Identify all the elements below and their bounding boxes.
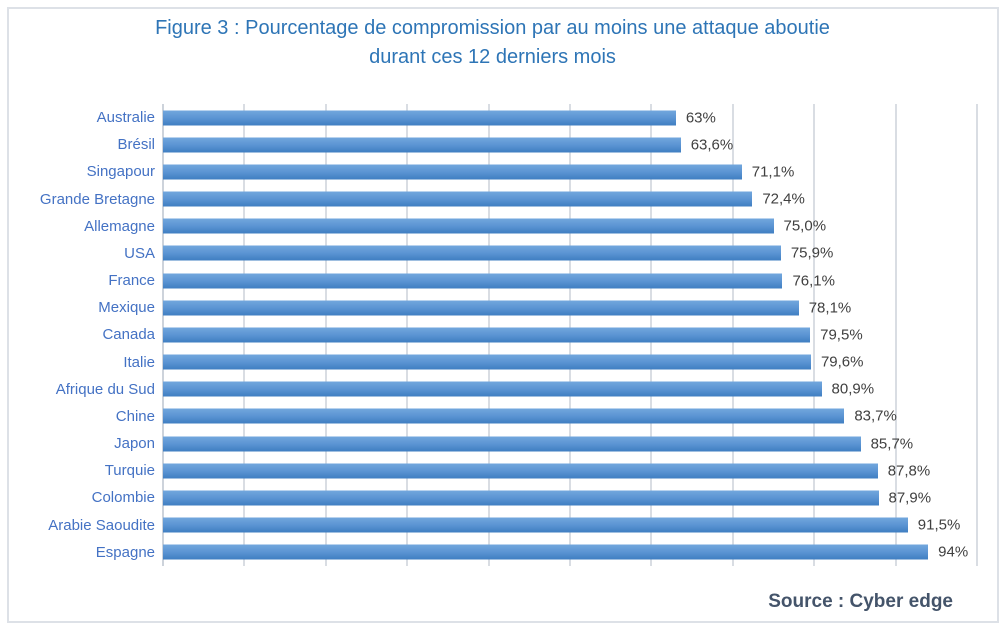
category-label: Australie xyxy=(96,109,155,127)
bar-rows: Australie 63% Brésil 63,6% Singapour 71,1% Gra… xyxy=(8,104,977,566)
value-label: 71,1% xyxy=(751,163,795,181)
bar xyxy=(163,327,811,343)
bar-track: 79,5% xyxy=(163,321,977,348)
bar-track: 63% xyxy=(163,104,977,131)
chart-row: Colombie 87,9% xyxy=(8,484,977,511)
bar xyxy=(163,218,774,234)
bar-track: 76,1% xyxy=(163,267,977,294)
value-label: 63% xyxy=(685,109,716,127)
category-label: France xyxy=(108,272,155,290)
gridline xyxy=(894,104,897,566)
category-label: Allemagne xyxy=(84,217,155,235)
value-label: 85,7% xyxy=(870,435,914,453)
bar-track: 72,4% xyxy=(163,186,977,213)
category-label: Grande Bretagne xyxy=(39,190,155,208)
bar xyxy=(163,463,878,479)
bar-track: 94% xyxy=(163,539,977,566)
category-label: Espagne xyxy=(95,543,155,561)
bar-track: 78,1% xyxy=(163,294,977,321)
bar xyxy=(163,517,908,533)
value-label: 87,9% xyxy=(888,489,932,507)
chart-row: Italie 79,6% xyxy=(8,349,977,376)
value-label: 83,7% xyxy=(854,407,897,425)
value-label: 76,1% xyxy=(792,272,835,290)
category-label: Canada xyxy=(102,326,155,344)
chart-row: Chine 83,7% xyxy=(8,403,977,430)
category-label: Chine xyxy=(115,407,155,425)
category-label: Singapour xyxy=(86,163,155,181)
bar-track: 80,9% xyxy=(163,376,977,403)
bar-track: 63,6% xyxy=(163,131,977,158)
chart-row: Arabie Saoudite 91,5% xyxy=(8,512,977,539)
value-label: 80,9% xyxy=(831,380,875,398)
bar-track: 91,5% xyxy=(163,512,977,539)
chart-row: Canada 79,5% xyxy=(8,321,977,348)
gridline xyxy=(813,104,816,566)
chart-row: Allemagne 75,0% xyxy=(8,213,977,240)
bar xyxy=(163,191,753,207)
category-label: USA xyxy=(124,244,155,262)
chart-row: USA 75,9% xyxy=(8,240,977,267)
chart-row: Turquie 87,8% xyxy=(8,457,977,484)
bar xyxy=(163,164,742,180)
chart-row: Singapour 71,1% xyxy=(8,158,977,185)
bar xyxy=(163,490,879,506)
category-label: Afrique du Sud xyxy=(55,380,155,398)
bar xyxy=(163,245,781,261)
bar xyxy=(163,110,676,126)
bar-track: 85,7% xyxy=(163,430,977,457)
bar xyxy=(163,408,845,424)
bar-track: 71,1% xyxy=(163,158,977,185)
value-label: 75,9% xyxy=(790,244,834,262)
chart-title: Figure 3 : Pourcentage de compromission … xyxy=(0,14,985,72)
category-label: Japon xyxy=(114,435,155,453)
bar xyxy=(163,300,799,316)
bar xyxy=(163,544,929,560)
chart-title-line-2: durant ces 12 derniers mois xyxy=(369,46,616,68)
chart-row: France 76,1% xyxy=(8,267,977,294)
bar-track: 75,9% xyxy=(163,240,977,267)
bar xyxy=(163,273,783,289)
chart-row: Australie 63% xyxy=(8,104,977,131)
value-label: 63,6% xyxy=(690,136,734,154)
value-label: 94% xyxy=(938,543,969,561)
value-label: 91,5% xyxy=(917,516,961,534)
value-label: 72,4% xyxy=(762,190,805,208)
category-label: Mexique xyxy=(98,299,155,317)
source-caption: Source : Cyber edge xyxy=(768,591,953,612)
value-label: 78,1% xyxy=(808,299,852,317)
bar-track: 87,8% xyxy=(163,457,977,484)
chart-row: Brésil 63,6% xyxy=(8,131,977,158)
category-label: Colombie xyxy=(91,489,155,507)
bar-track: 83,7% xyxy=(163,403,977,430)
chart-row: Japon 85,7% xyxy=(8,430,977,457)
chart-row: Grande Bretagne 72,4% xyxy=(8,186,977,213)
category-label: Brésil xyxy=(117,136,155,154)
bar xyxy=(163,436,861,452)
value-label: 75,0% xyxy=(783,217,827,235)
value-label: 79,6% xyxy=(820,353,864,371)
chart-row: Afrique du Sud 80,9% xyxy=(8,376,977,403)
bar-track: 79,6% xyxy=(163,349,977,376)
gridline xyxy=(976,104,978,566)
chart-row: Espagne 94% xyxy=(8,539,977,566)
value-label: 87,8% xyxy=(887,462,931,480)
chart-row: Mexique 78,1% xyxy=(8,294,977,321)
value-label: 79,5% xyxy=(820,326,863,344)
bar xyxy=(163,381,822,397)
chart-title-line-1: Figure 3 : Pourcentage de compromission … xyxy=(155,17,830,39)
bar xyxy=(163,137,681,153)
category-label: Italie xyxy=(123,353,155,371)
category-label: Arabie Saoudite xyxy=(48,516,155,534)
bar-track: 75,0% xyxy=(163,213,977,240)
category-label: Turquie xyxy=(104,462,155,480)
bar xyxy=(163,354,811,370)
bar-track: 87,9% xyxy=(163,484,977,511)
